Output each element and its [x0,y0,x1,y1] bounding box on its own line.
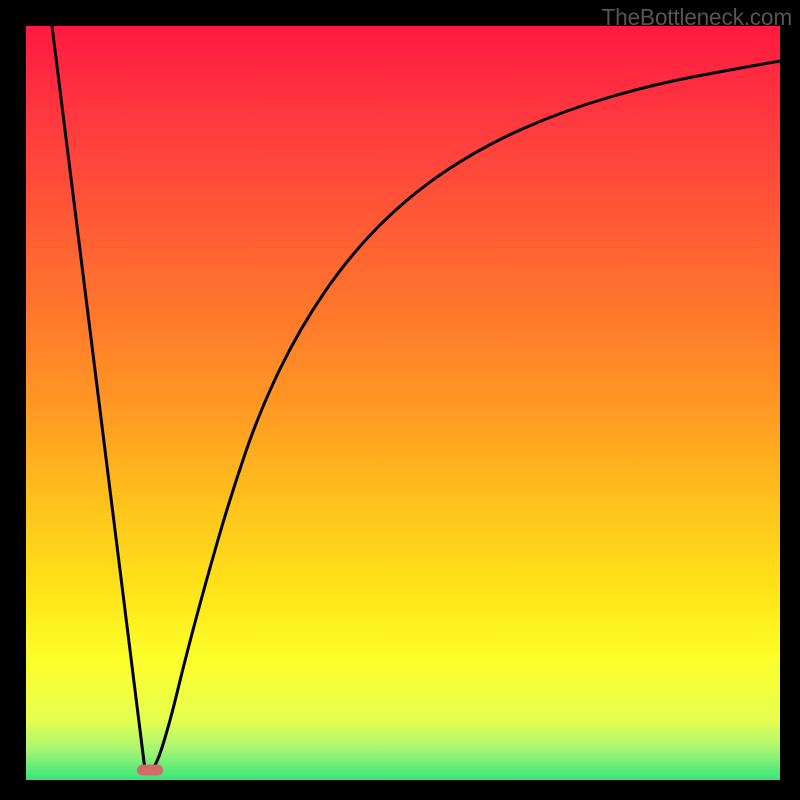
chart-frame: TheBottleneck.com [0,0,800,800]
gradient-plot-area [26,26,780,780]
optimal-point-marker [137,765,163,776]
